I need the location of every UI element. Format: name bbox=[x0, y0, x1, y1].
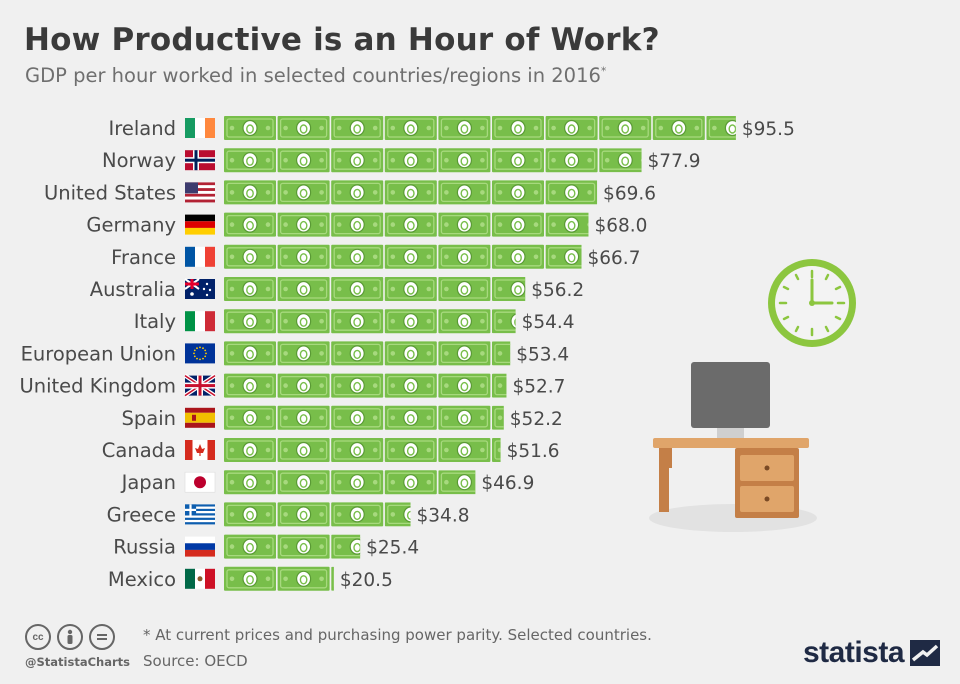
value-label: $56.2 bbox=[531, 280, 584, 301]
category-label: Italy bbox=[134, 310, 176, 333]
category-label: Mexico bbox=[108, 568, 176, 591]
flag-greece-icon bbox=[185, 504, 215, 525]
bar-row-russia: Russia $25.4 bbox=[113, 534, 419, 559]
flag-spain-icon bbox=[185, 407, 215, 428]
attribution-icon bbox=[57, 624, 83, 650]
value-label: $66.7 bbox=[588, 248, 641, 269]
flag-mexico-icon bbox=[185, 568, 215, 589]
category-label: United Kingdom bbox=[19, 375, 176, 398]
value-label: $34.8 bbox=[417, 505, 470, 526]
bar-row-france: France $66.7 bbox=[111, 244, 641, 269]
flag-france-icon bbox=[185, 246, 215, 267]
desk-with-monitor-icon bbox=[649, 362, 817, 532]
category-label: European Union bbox=[21, 342, 176, 365]
footnote-mark: * bbox=[600, 64, 607, 78]
license-icons: cc bbox=[25, 624, 115, 650]
no-derivatives-icon bbox=[89, 624, 115, 650]
bar-row-united-kingdom: United Kingdom $52.7 bbox=[19, 373, 565, 398]
category-label: France bbox=[111, 246, 176, 269]
category-label: Ireland bbox=[109, 117, 176, 140]
value-label: $46.9 bbox=[481, 473, 534, 494]
bar bbox=[224, 438, 501, 462]
flag-united-states-icon bbox=[185, 182, 215, 203]
chart-title: How Productive is an Hour of Work? bbox=[24, 22, 660, 58]
flag-germany-icon bbox=[185, 214, 215, 235]
bar bbox=[224, 502, 411, 527]
bar-row-germany: Germany $68.0 bbox=[86, 212, 647, 237]
bar-row-italy: Italy $54.4 bbox=[134, 309, 575, 334]
bar bbox=[224, 405, 504, 430]
bar-row-canada: Canada $51.6 bbox=[102, 438, 560, 462]
statista-wordmark: statista bbox=[803, 636, 905, 669]
flag-russia-icon bbox=[185, 536, 215, 557]
value-label: $68.0 bbox=[594, 216, 647, 237]
bar bbox=[224, 309, 516, 334]
flag-canada-icon bbox=[185, 440, 215, 460]
bar bbox=[224, 244, 582, 269]
category-label: Canada bbox=[102, 439, 176, 462]
statista-handle[interactable]: @StatistaCharts bbox=[25, 655, 130, 669]
source-note: Source: OECD bbox=[143, 652, 248, 670]
value-label: $77.9 bbox=[648, 151, 701, 172]
category-label: Australia bbox=[90, 278, 176, 301]
category-label: Spain bbox=[122, 407, 176, 430]
flag-european-union-icon bbox=[185, 343, 215, 364]
bar bbox=[224, 116, 736, 140]
flag-australia-icon bbox=[184, 278, 215, 299]
value-label: $20.5 bbox=[340, 570, 393, 591]
category-label: Japan bbox=[120, 471, 176, 494]
bar bbox=[224, 212, 589, 237]
value-label: $53.4 bbox=[516, 344, 569, 365]
bar-row-australia: Australia $56.2 bbox=[90, 277, 584, 301]
statista-logo[interactable]: statista bbox=[803, 636, 941, 670]
category-label: Germany bbox=[86, 214, 176, 237]
value-label: $69.6 bbox=[603, 183, 656, 204]
flag-italy-icon bbox=[185, 311, 215, 332]
bar-row-ireland: Ireland $95.5 bbox=[109, 116, 795, 140]
value-label: $95.5 bbox=[742, 119, 795, 140]
bar bbox=[224, 470, 476, 495]
value-label: $25.4 bbox=[366, 538, 419, 559]
bar-row-spain: Spain $52.2 bbox=[122, 405, 563, 430]
bar bbox=[224, 534, 361, 559]
footnote: * At current prices and purchasing power… bbox=[143, 626, 652, 644]
bar-row-european-union: European Union $53.4 bbox=[21, 341, 569, 366]
statista-logo-icon bbox=[910, 640, 941, 666]
flag-norway-icon bbox=[185, 150, 215, 171]
flag-ireland-icon bbox=[185, 118, 215, 138]
flag-japan-icon bbox=[184, 471, 216, 493]
category-label: Russia bbox=[113, 536, 176, 559]
bar bbox=[224, 277, 526, 301]
bar bbox=[224, 566, 334, 591]
bar bbox=[224, 180, 598, 205]
chart-subtitle: GDP per hour worked in selected countrie… bbox=[25, 64, 607, 87]
bar-row-japan: Japan $46.9 bbox=[120, 470, 534, 495]
bar bbox=[224, 148, 642, 173]
bar-row-united-states: United States $69.6 bbox=[44, 180, 656, 205]
bar-row-norway: Norway $77.9 bbox=[102, 148, 701, 173]
category-label: Greece bbox=[107, 503, 176, 526]
category-label: United States bbox=[44, 181, 176, 204]
category-label: Norway bbox=[102, 149, 176, 172]
bar bbox=[224, 373, 507, 398]
value-label: $52.7 bbox=[512, 377, 565, 398]
creative-commons-icon: cc bbox=[25, 624, 51, 650]
flag-united-kingdom-icon bbox=[183, 373, 217, 398]
bar bbox=[224, 341, 511, 366]
value-label: $52.2 bbox=[510, 409, 563, 430]
bar-row-greece: Greece $34.8 bbox=[107, 502, 470, 527]
value-label: $54.4 bbox=[522, 312, 575, 333]
clock-icon bbox=[768, 259, 856, 347]
bar-row-mexico: Mexico $20.5 bbox=[108, 566, 393, 591]
value-label: $51.6 bbox=[507, 441, 560, 462]
